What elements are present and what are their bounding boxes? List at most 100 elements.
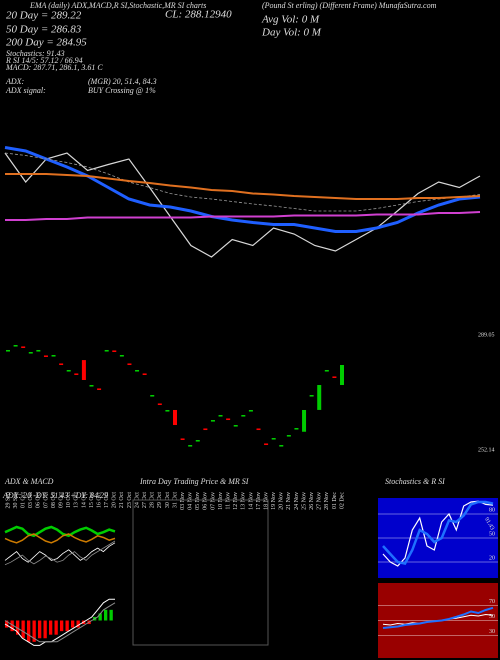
candle	[233, 425, 238, 427]
adx-value: (MGR) 20, 51.4, 84.3	[88, 77, 157, 86]
series-line	[4, 152, 481, 258]
series-line	[4, 542, 116, 563]
candle	[302, 409, 307, 432]
candle	[51, 355, 56, 357]
x-tick-label: 19 Nov	[271, 492, 277, 510]
ema20: 20 Day = 289.22	[6, 10, 82, 22]
candle	[332, 376, 337, 378]
candle	[309, 395, 314, 397]
x-tick-label: 20 Nov	[279, 492, 285, 510]
x-tick-label: 03 Nov	[180, 492, 186, 510]
candle	[210, 420, 215, 422]
panel-title: Stochastics & R SI	[385, 477, 445, 486]
y-tick-label: 80	[489, 507, 495, 513]
candle	[112, 350, 117, 353]
panel-subtitle: ADX: 20 -DY: 51.43 +DY: 84.29	[2, 491, 108, 500]
stochastics: Stochastics: 91.43	[6, 49, 65, 58]
histogram-bar	[32, 620, 36, 642]
histogram-bar	[54, 620, 58, 635]
x-tick-label: 13 Oct	[74, 492, 80, 508]
y-tick-label: 70	[489, 599, 495, 605]
histogram-bar	[109, 609, 113, 621]
candle	[127, 363, 132, 366]
candle	[241, 415, 246, 417]
histogram-bar	[104, 609, 108, 621]
candle	[264, 443, 269, 446]
x-tick-label: 29 Sep	[5, 492, 11, 509]
x-tick-label: 13 Nov	[241, 492, 247, 510]
candle	[43, 355, 48, 357]
histogram-bar	[49, 620, 53, 635]
top-line: EMA (daily) ADX,MACD,R SI,Stochastic,MR …	[29, 1, 206, 10]
candle	[173, 409, 177, 426]
candle	[135, 369, 140, 372]
x-tick-label: 15 Oct	[89, 492, 95, 508]
histogram-bar	[60, 620, 64, 632]
candle	[150, 395, 155, 397]
panel-title: ADX & MACD	[4, 477, 54, 486]
y-tick-label: 30	[489, 629, 495, 635]
x-tick-label: 24 Nov	[294, 492, 300, 510]
candle	[142, 373, 147, 376]
y-tick-label: 289.05	[478, 332, 495, 338]
source: (Pound St erling) (Different Frame) Muna…	[262, 1, 437, 10]
x-tick-label: 08 Oct	[51, 492, 57, 508]
x-tick-label: 20 Oct	[112, 492, 118, 508]
candle	[279, 445, 284, 447]
candle	[317, 385, 322, 410]
candle	[324, 369, 329, 372]
x-tick-label: 21 Oct	[119, 492, 125, 508]
day-vol: Day Vol: 0 M	[261, 27, 322, 39]
x-tick-label: 01 Dec	[332, 492, 338, 509]
rsi: R SI 14/5: 57.12 / 66.94	[5, 56, 83, 65]
candle	[59, 363, 64, 366]
histogram-bar	[71, 620, 75, 628]
candle	[28, 352, 33, 354]
x-tick-label: 17 Oct	[104, 492, 110, 508]
x-tick-label: 01 Oct	[21, 492, 27, 508]
candle	[248, 409, 253, 412]
candle	[256, 428, 261, 431]
y-tick-label: 50	[489, 531, 495, 537]
x-tick-label: 12 Nov	[233, 492, 239, 510]
x-tick-label: 18 Nov	[263, 492, 269, 510]
series-line	[4, 525, 116, 538]
candle	[294, 428, 299, 430]
x-tick-label: 14 Nov	[248, 492, 254, 510]
series-line	[4, 152, 481, 212]
series-line	[5, 211, 481, 221]
x-tick-label: 28 Nov	[324, 492, 330, 510]
histogram-bar	[98, 613, 102, 621]
x-tick-label: 10 Nov	[218, 492, 224, 510]
x-tick-label: 21 Nov	[286, 492, 292, 510]
series-line	[5, 173, 481, 200]
candle	[218, 415, 223, 417]
x-tick-label: 04 Nov	[188, 492, 194, 510]
series-line	[382, 500, 494, 566]
ema50: 50 Day = 286.83	[6, 24, 82, 36]
series-line	[4, 533, 116, 544]
x-tick-label: 27 Nov	[317, 492, 323, 510]
x-tick-label: 26 Nov	[309, 492, 315, 510]
histogram-bar	[43, 620, 47, 639]
candle	[36, 349, 41, 352]
x-tick-label: 10 Oct	[66, 492, 72, 508]
x-tick-label: 17 Nov	[256, 492, 262, 510]
histogram-bar	[76, 620, 80, 628]
histogram-bar	[5, 620, 9, 628]
adx-label: ADX:	[5, 77, 25, 86]
candle	[340, 365, 344, 386]
candle	[157, 403, 162, 406]
x-tick-label: 14 Oct	[81, 492, 87, 508]
x-tick-label: 02 Dec	[339, 492, 345, 509]
adx-signal-label: ADX signal:	[5, 86, 46, 95]
candle	[89, 385, 94, 387]
series-line	[4, 146, 481, 233]
ema200: 200 Day = 284.95	[6, 37, 87, 49]
histogram-bar	[38, 620, 42, 639]
x-tick-label: 06 Nov	[203, 492, 209, 510]
histogram-bar	[10, 620, 14, 632]
histogram-bar	[65, 620, 69, 632]
x-tick-label: 07 Nov	[210, 492, 216, 510]
